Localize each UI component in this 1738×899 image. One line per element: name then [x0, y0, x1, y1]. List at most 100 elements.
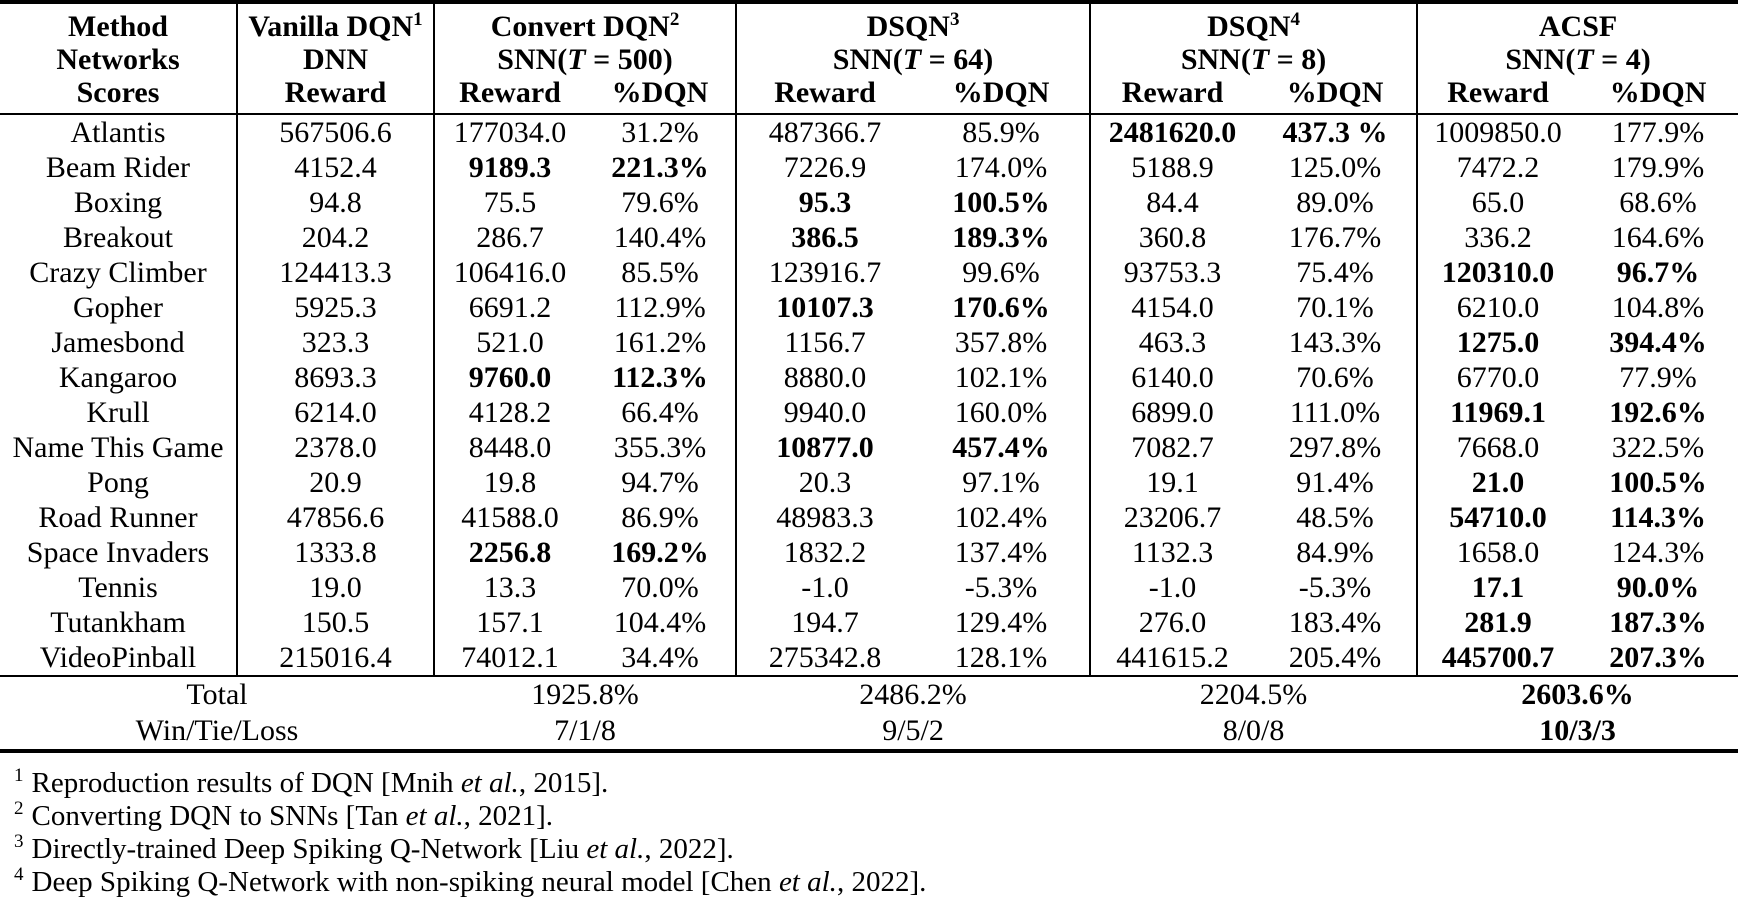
value-cell: 97.1% — [962, 466, 1040, 499]
value-cell: 8880.0 — [735, 360, 914, 395]
win-tie-loss-row-value: 9/5/2 — [736, 713, 1091, 753]
value-cell: 91.4% — [1296, 466, 1374, 499]
value-cell: 124.3% — [1611, 536, 1705, 569]
value-cell: 31.2% — [621, 116, 699, 149]
header-row-scores: Scores Reward Reward %DQN Reward %DQN Reward %D… — [0, 76, 1738, 115]
value-cell: 5925.3 — [236, 290, 434, 325]
value-cell: 183.4% — [1288, 606, 1382, 639]
results-table: Method Vanilla DQN1 Convert DQN2 DSQN3 DSQN4… — [0, 0, 1738, 753]
value-cell: 75.5 — [433, 185, 585, 220]
value-cell: 17.1 — [1416, 570, 1579, 605]
col-header-reward: Reward — [1089, 76, 1255, 115]
value-cell: 95.3 — [735, 185, 914, 220]
value-cell: 457.4% — [952, 431, 1050, 464]
game-name-cell: Kangaroo — [58, 361, 178, 394]
value-cell: 10107.3 — [735, 290, 914, 325]
value-cell: 112.3% — [612, 361, 708, 394]
value-cell: 445700.7 — [1416, 640, 1579, 677]
value-cell: 386.5 — [735, 220, 914, 255]
value-cell: 75.4% — [1296, 256, 1374, 289]
value-cell: 177034.0 — [433, 114, 585, 150]
corner-networks: Networks — [56, 43, 180, 76]
table-foot: Total 1925.8% 2486.2% 2204.5% 2603.6% Win/Tie… — [0, 676, 1738, 753]
value-cell: 10877.0 — [735, 430, 914, 465]
game-name-cell: Atlantis — [70, 116, 166, 149]
value-cell: 207.3% — [1578, 640, 1738, 677]
value-cell: 93753.3 — [1089, 255, 1255, 290]
game-name-cell: Krull — [86, 396, 150, 429]
footnote: 2 Converting DQN to SNNs [Tan et al., 202… — [14, 798, 554, 832]
table-row: Name This Game 2378.0 8448.0 355.3% 10877.0 4… — [0, 430, 1738, 465]
game-name-cell: Road Runner — [38, 501, 198, 534]
value-cell: 4152.4 — [236, 150, 434, 185]
table-body: Atlantis 567506.6 177034.0 31.2% 487366.7 85.… — [0, 114, 1738, 677]
value-cell: 94.7% — [621, 466, 699, 499]
value-cell: 170.6% — [952, 291, 1050, 324]
value-cell: 189.3% — [952, 221, 1050, 254]
value-cell: 20.3 — [735, 465, 914, 500]
win-tie-loss-row-value: 10/3/3 — [1417, 713, 1738, 753]
value-cell: 160.0% — [954, 396, 1048, 429]
value-cell: 66.4% — [621, 396, 699, 429]
value-cell: 85.5% — [621, 256, 699, 289]
value-cell: 124413.3 — [236, 255, 434, 290]
table-head: Method Vanilla DQN1 Convert DQN2 DSQN3 DSQN4… — [0, 2, 1738, 115]
value-cell: 1009850.0 — [1416, 114, 1579, 150]
value-cell: 65.0 — [1416, 185, 1579, 220]
value-cell: 120310.0 — [1416, 255, 1579, 290]
value-cell: 89.0% — [1296, 186, 1374, 219]
value-cell: 463.3 — [1089, 325, 1255, 360]
table-row: Krull 6214.0 4128.2 66.4% 9940.0 160.0% 6899.0… — [0, 395, 1738, 430]
value-cell: 8693.3 — [236, 360, 434, 395]
group-title-1: Vanilla DQN1 — [236, 2, 434, 43]
value-cell: 137.4% — [954, 536, 1048, 569]
value-cell: 1832.2 — [735, 535, 914, 570]
group-title-5: ACSF — [1416, 2, 1738, 43]
value-cell: 192.6% — [1609, 396, 1707, 429]
group-network-1: DNN — [236, 43, 434, 76]
value-cell: 1156.7 — [735, 325, 914, 360]
value-cell: 437.3 % — [1282, 116, 1388, 149]
table-row: VideoPinball 215016.4 74012.1 34.4% 275342.8… — [0, 640, 1738, 677]
value-cell: 74012.1 — [433, 640, 585, 677]
value-cell: 521.0 — [433, 325, 585, 360]
col-header-reward: Reward — [433, 76, 585, 115]
value-cell: 21.0 — [1416, 465, 1579, 500]
table-row: Jamesbond 323.3 521.0 161.2% 1156.7 357.8% 463… — [0, 325, 1738, 360]
value-cell: 2256.8 — [433, 535, 585, 570]
value-cell: 5188.9 — [1089, 150, 1255, 185]
corner-scores: Scores — [0, 76, 237, 115]
group-title-3: DSQN3 — [735, 2, 1091, 43]
group-title-4: DSQN4 — [1089, 2, 1418, 43]
value-cell: 394.4% — [1609, 326, 1707, 359]
value-cell: 9189.3 — [433, 150, 585, 185]
value-cell: 99.6% — [962, 256, 1040, 289]
win-tie-loss-row: Win/Tie/Loss 7/1/8 9/5/2 8/0/8 10/3/3 — [0, 713, 1738, 753]
table-row: Beam Rider 4152.4 9189.3 221.3% 7226.9 174.0%… — [0, 150, 1738, 185]
value-cell: 102.4% — [954, 501, 1048, 534]
total-row-label: Total — [186, 678, 248, 711]
group-title-sup: 2 — [669, 9, 680, 30]
value-cell: 4154.0 — [1089, 290, 1255, 325]
value-cell: 19.1 — [1089, 465, 1255, 500]
value-cell: 7082.7 — [1089, 430, 1255, 465]
table-row: Crazy Climber 124413.3 106416.0 85.5% 123916… — [0, 255, 1738, 290]
value-cell: 13.3 — [433, 570, 585, 605]
value-cell: 205.4% — [1254, 640, 1418, 677]
table-row: Gopher 5925.3 6691.2 112.9% 10107.3 170.6% 415… — [0, 290, 1738, 325]
game-name-cell: Tutankham — [50, 606, 186, 639]
value-cell: 215016.4 — [236, 640, 434, 677]
footnote: 1 Reproduction results of DQN [Mnih et al… — [14, 765, 609, 799]
value-cell: 112.9% — [614, 291, 706, 324]
value-cell: 9940.0 — [735, 395, 914, 430]
col-header-reward: Reward — [735, 76, 914, 115]
value-cell: 7668.0 — [1416, 430, 1579, 465]
value-cell: 48983.3 — [735, 500, 914, 535]
value-cell: 487366.7 — [735, 114, 914, 150]
col-header-pctdqn: %DQN — [1578, 76, 1738, 115]
value-cell: 297.8% — [1288, 431, 1382, 464]
value-cell: 123916.7 — [735, 255, 914, 290]
value-cell: 1275.0 — [1416, 325, 1579, 360]
value-cell: 360.8 — [1089, 220, 1255, 255]
col-header-reward: Reward — [1416, 76, 1579, 115]
